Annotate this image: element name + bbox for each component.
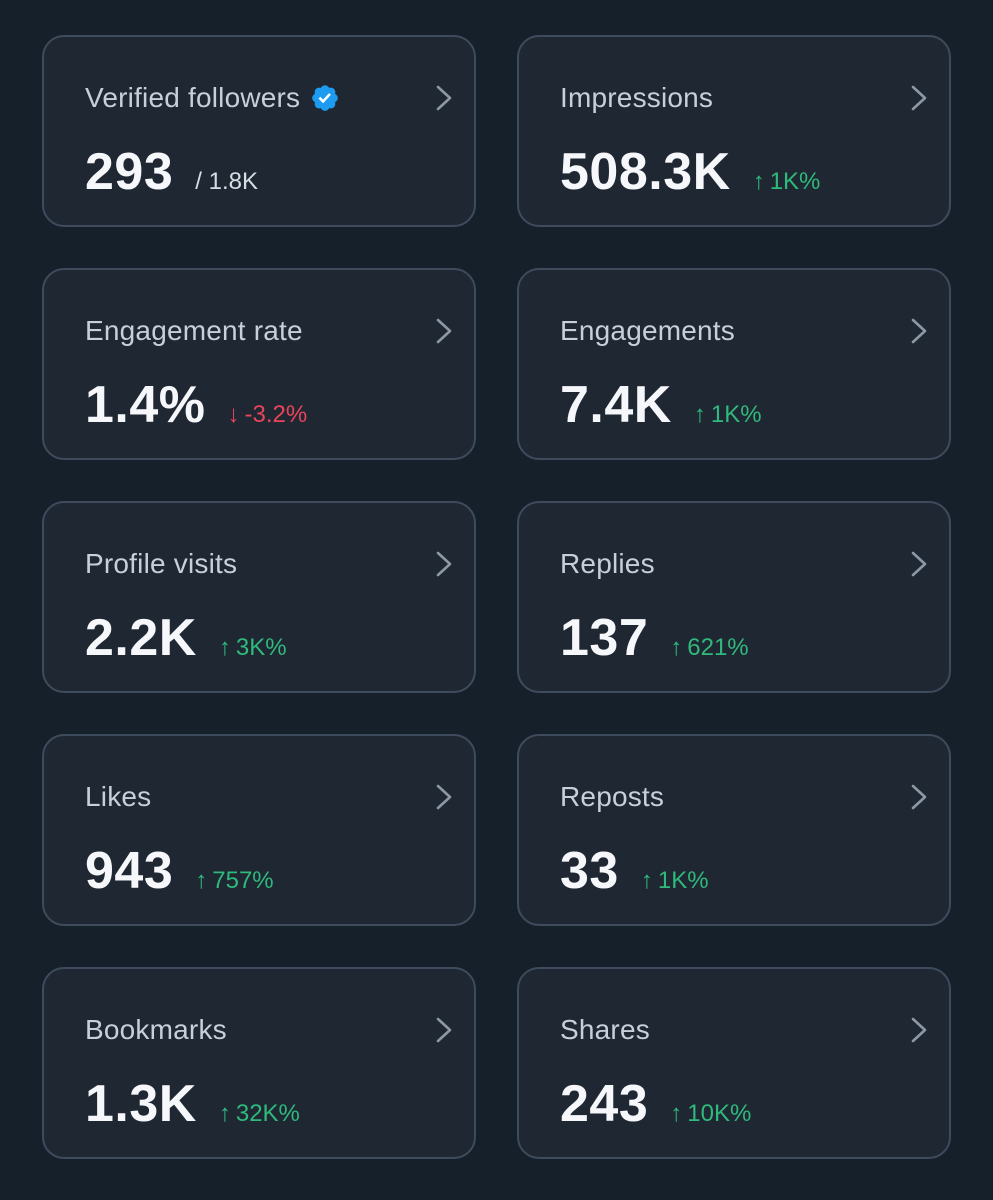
card-title: Engagements — [560, 314, 735, 348]
metric-value-row: 943 ↑ 757% — [85, 840, 274, 902]
arrow-up-icon: ↑ — [693, 401, 706, 428]
metric-value-row: 7.4K ↑ 1K% — [560, 374, 762, 436]
metric-change: ↑ 3K% — [219, 634, 287, 662]
bookmarks-card[interactable]: Bookmarks 1.3K ↑ 32K% — [42, 967, 476, 1159]
chevron-right-icon[interactable] — [432, 549, 456, 579]
arrow-down-icon: ↓ — [227, 401, 240, 428]
card-title-label: Verified followers — [85, 82, 301, 113]
metric-value: 293 — [85, 143, 174, 201]
card-title: Engagement rate — [85, 314, 303, 348]
metric-value: 137 — [560, 609, 649, 667]
metric-change-value: 621% — [687, 634, 749, 661]
metric-value: 2.2K — [85, 609, 197, 667]
reposts-card[interactable]: Reposts 33 ↑ 1K% — [517, 734, 951, 926]
arrow-up-icon: ↑ — [218, 1100, 231, 1127]
shares-card[interactable]: Shares 243 ↑ 10K% — [517, 967, 951, 1159]
metric-change-value: 1K% — [657, 867, 709, 894]
metric-change-value: 1K% — [710, 401, 762, 428]
metric-value-row: 2.2K ↑ 3K% — [85, 607, 287, 669]
chevron-right-icon[interactable] — [432, 316, 456, 346]
metric-value-row: 293 / 1.8K — [85, 141, 258, 203]
metric-value: 1.3K — [85, 1075, 197, 1133]
metric-value-row: 33 ↑ 1K% — [560, 840, 709, 902]
metric-change-value: -3.2% — [244, 401, 308, 428]
chevron-right-icon[interactable] — [907, 782, 931, 812]
likes-card[interactable]: Likes 943 ↑ 757% — [42, 734, 476, 926]
chevron-right-icon[interactable] — [432, 83, 456, 113]
verified-badge-icon — [312, 85, 339, 111]
metric-change: ↑ 10K% — [670, 1100, 751, 1128]
card-title-label: Replies — [560, 548, 655, 579]
card-title: Replies — [560, 547, 655, 581]
card-title-label: Bookmarks — [85, 1014, 227, 1045]
arrow-up-icon: ↑ — [640, 867, 653, 894]
card-title: Impressions — [560, 81, 713, 115]
chevron-right-icon[interactable] — [907, 316, 931, 346]
metric-value-row: 1.3K ↑ 32K% — [85, 1073, 300, 1135]
metric-value: 508.3K — [560, 143, 731, 201]
impressions-card[interactable]: Impressions 508.3K ↑ 1K% — [517, 35, 951, 227]
card-title: Likes — [85, 780, 151, 814]
card-title: Profile visits — [85, 547, 237, 581]
replies-card[interactable]: Replies 137 ↑ 621% — [517, 501, 951, 693]
metric-value-row: 137 ↑ 621% — [560, 607, 749, 669]
arrow-up-icon: ↑ — [218, 634, 231, 661]
card-title: Shares — [560, 1013, 650, 1047]
card-title-label: Engagements — [560, 315, 735, 346]
metric-change: ↑ 621% — [670, 634, 748, 662]
metric-value: 1.4% — [85, 376, 206, 434]
metric-change: ↑ 1K% — [694, 401, 762, 429]
chevron-right-icon[interactable] — [907, 1015, 931, 1045]
metric-change: ↑ 1K% — [641, 867, 709, 895]
chevron-right-icon[interactable] — [432, 1015, 456, 1045]
metric-change-value: 3K% — [235, 634, 287, 661]
metric-value: 943 — [85, 842, 174, 900]
arrow-up-icon: ↑ — [670, 634, 683, 661]
metric-change: ↑ 757% — [195, 867, 273, 895]
metric-change-value: 1K% — [769, 168, 821, 195]
metric-total: / 1.8K — [195, 168, 258, 195]
metric-change: ↑ 32K% — [219, 1100, 300, 1128]
profile-visits-card[interactable]: Profile visits 2.2K ↑ 3K% — [42, 501, 476, 693]
metric-value-row: 508.3K ↑ 1K% — [560, 141, 820, 203]
metric-change-value: 10K% — [687, 1100, 752, 1127]
verified-followers-card[interactable]: Verified followers 293 / 1.8K — [42, 35, 476, 227]
card-title: Reposts — [560, 780, 664, 814]
metric-change-value: 757% — [212, 867, 274, 894]
card-title-label: Shares — [560, 1014, 650, 1045]
arrow-up-icon: ↑ — [195, 867, 208, 894]
metric-value: 7.4K — [560, 376, 672, 434]
metric-value-row: 1.4% ↓ -3.2% — [85, 374, 307, 436]
arrow-up-icon: ↑ — [670, 1100, 683, 1127]
arrow-up-icon: ↑ — [752, 168, 765, 195]
metric-value: 33 — [560, 842, 619, 900]
card-title-label: Engagement rate — [85, 315, 303, 346]
card-title-label: Profile visits — [85, 548, 238, 579]
analytics-card-grid: Verified followers 293 / 1.8K Impression… — [42, 35, 951, 1159]
card-title: Verified followers — [85, 81, 340, 115]
chevron-right-icon[interactable] — [907, 549, 931, 579]
engagement-rate-card[interactable]: Engagement rate 1.4% ↓ -3.2% — [42, 268, 476, 460]
card-title-label: Likes — [85, 781, 152, 812]
chevron-right-icon[interactable] — [907, 83, 931, 113]
card-title-label: Reposts — [560, 781, 665, 812]
metric-value: 243 — [560, 1075, 649, 1133]
card-title-label: Impressions — [560, 82, 714, 113]
metric-change: ↓ -3.2% — [228, 401, 308, 429]
metric-value-row: 243 ↑ 10K% — [560, 1073, 751, 1135]
metric-change-value: 32K% — [235, 1100, 300, 1127]
card-title: Bookmarks — [85, 1013, 227, 1047]
chevron-right-icon[interactable] — [432, 782, 456, 812]
engagements-card[interactable]: Engagements 7.4K ↑ 1K% — [517, 268, 951, 460]
metric-change: ↑ 1K% — [753, 168, 821, 196]
